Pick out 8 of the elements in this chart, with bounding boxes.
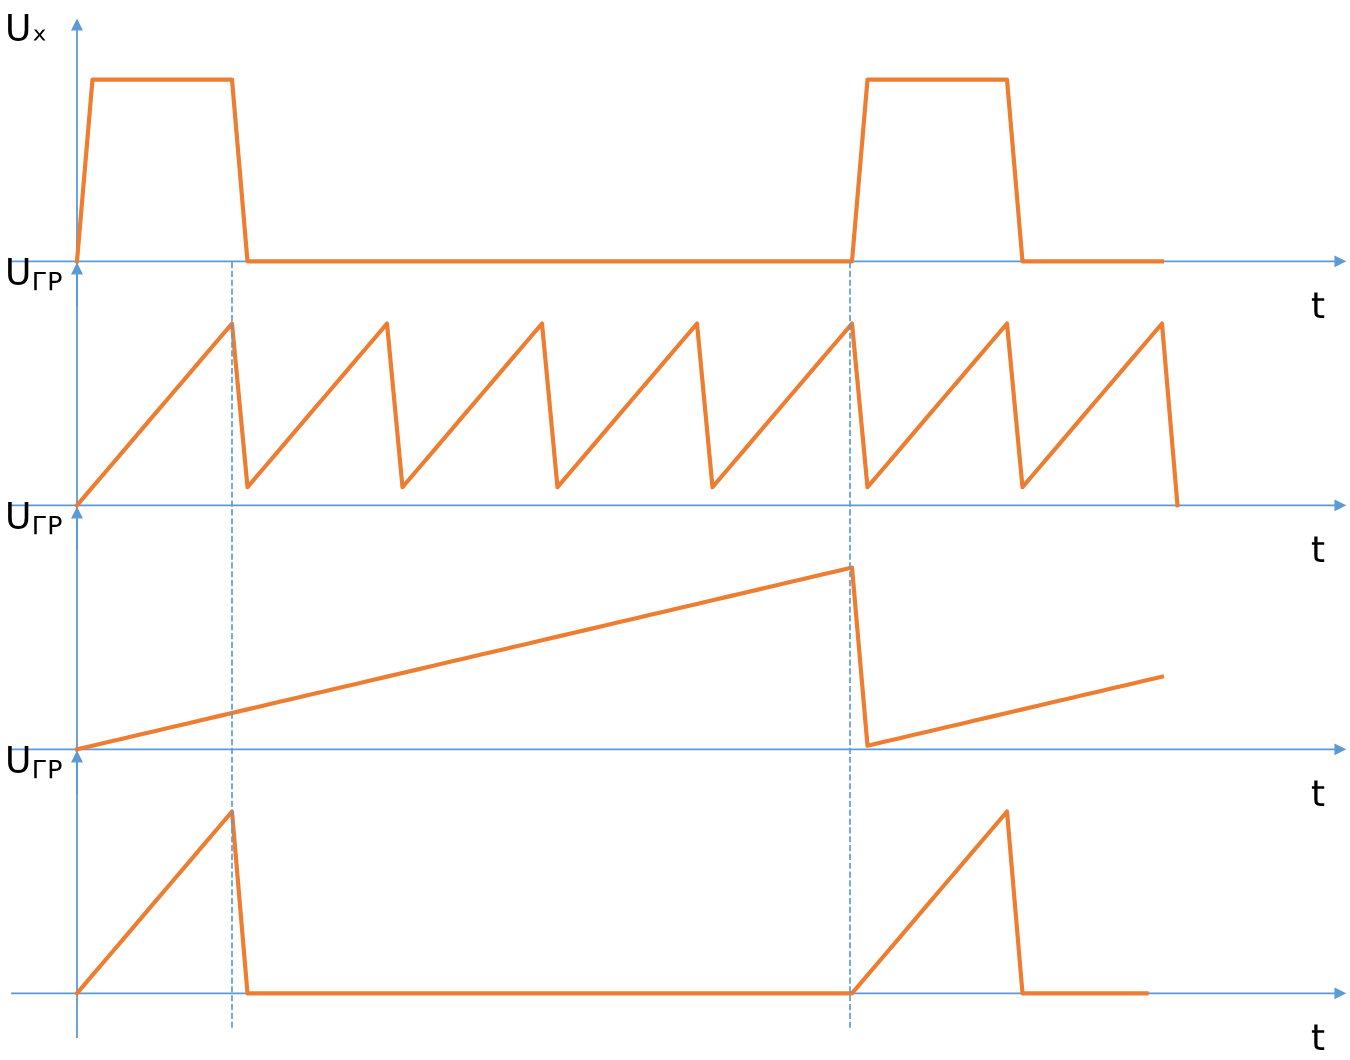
x-axis-title: t bbox=[1311, 292, 1325, 318]
x-axis-title: t bbox=[1311, 536, 1325, 562]
x-axis-title: t bbox=[1311, 780, 1325, 806]
y-axis-title: U$_{ГР}$ bbox=[8, 502, 62, 535]
y-axis-title: U$_{ГР}$ bbox=[8, 746, 62, 779]
y-axis-title: U$_{ГР}$ bbox=[8, 258, 62, 291]
x-axis-title: t bbox=[1311, 1024, 1325, 1050]
y-axis-title: Uₓ bbox=[8, 14, 46, 41]
